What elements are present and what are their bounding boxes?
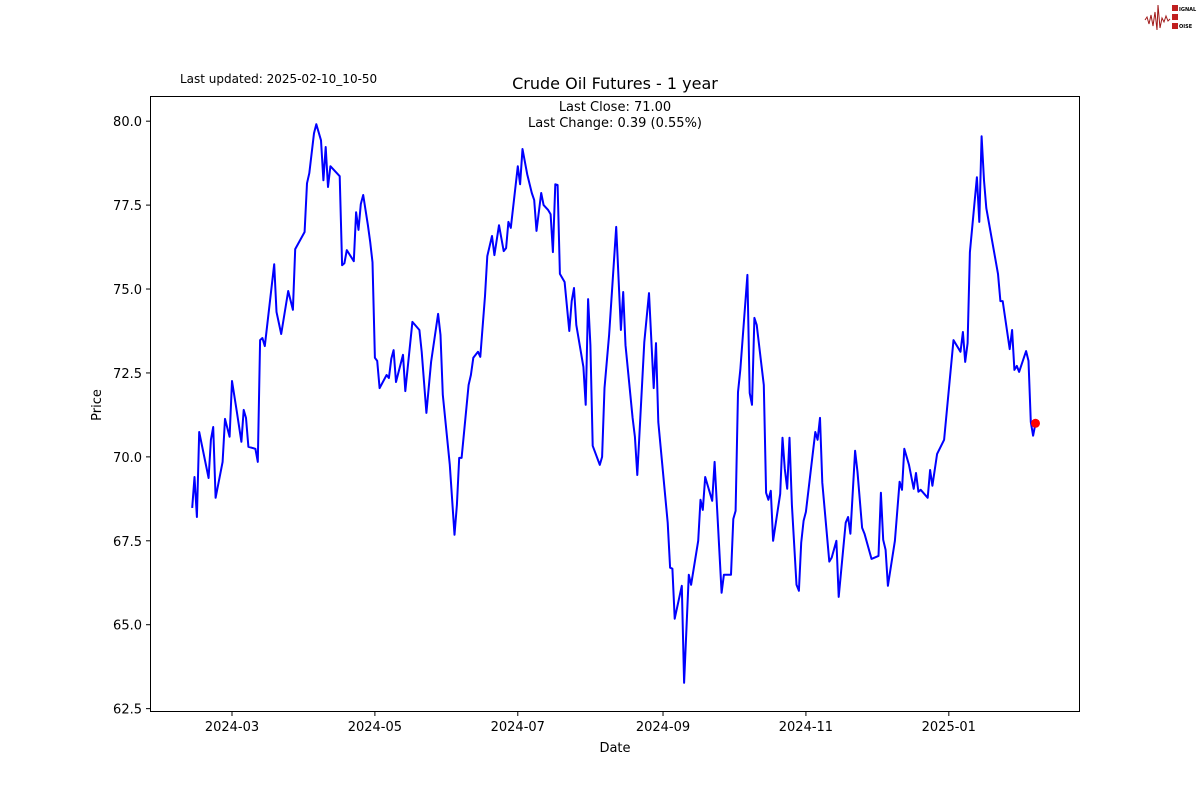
x-axis: 2024-03 2024-05 2024-07 2024-09 2024-11 2025-…	[205, 712, 976, 735]
x-axis-label: Date	[599, 741, 630, 756]
last-updated-label: Last updated: 2025-02-10_10-50	[180, 72, 377, 86]
logo-waveform-icon	[1144, 4, 1171, 31]
last-change-annotation: Last Change: 0.39 (0.55%)	[528, 116, 702, 131]
x-tick-label: 2024-03	[205, 720, 259, 735]
plot-frame	[150, 96, 1080, 712]
y-tick-label: 77.5	[113, 199, 142, 214]
price-line	[191, 123, 1037, 684]
svg-text:IGNAL: IGNAL	[1179, 7, 1197, 13]
x-tick-label: 2024-05	[348, 720, 402, 735]
x-tick-label: 2024-09	[636, 720, 690, 735]
y-axis-label: Price	[90, 389, 105, 421]
y-tick-label: 80.0	[113, 115, 142, 130]
signal2noise-logo: IGNAL OISE	[1144, 4, 1197, 31]
y-tick-label: 67.5	[113, 535, 142, 550]
x-tick-label: 2025-01	[922, 720, 976, 735]
y-axis: 62.5 65.0 67.5 70.0 72.5 75.0 77.5 80.0	[113, 115, 150, 718]
svg-text:OISE: OISE	[1179, 24, 1193, 30]
y-tick-label: 72.5	[113, 367, 142, 382]
y-tick-label: 75.0	[113, 283, 142, 298]
x-tick-label: 2024-07	[491, 720, 545, 735]
chart-title: Crude Oil Futures - 1 year	[512, 74, 718, 93]
y-tick-label: 65.0	[113, 619, 142, 634]
last-close-annotation: Last Close: 71.00	[559, 100, 671, 115]
x-tick-label: 2024-11	[779, 720, 833, 735]
last-close-marker	[1030, 418, 1040, 428]
y-tick-label: 62.5	[113, 703, 142, 718]
plot-area: 2024-03 2024-05 2024-07 2024-09 2024-11 2025-…	[113, 96, 1080, 735]
y-tick-label: 70.0	[113, 451, 142, 466]
